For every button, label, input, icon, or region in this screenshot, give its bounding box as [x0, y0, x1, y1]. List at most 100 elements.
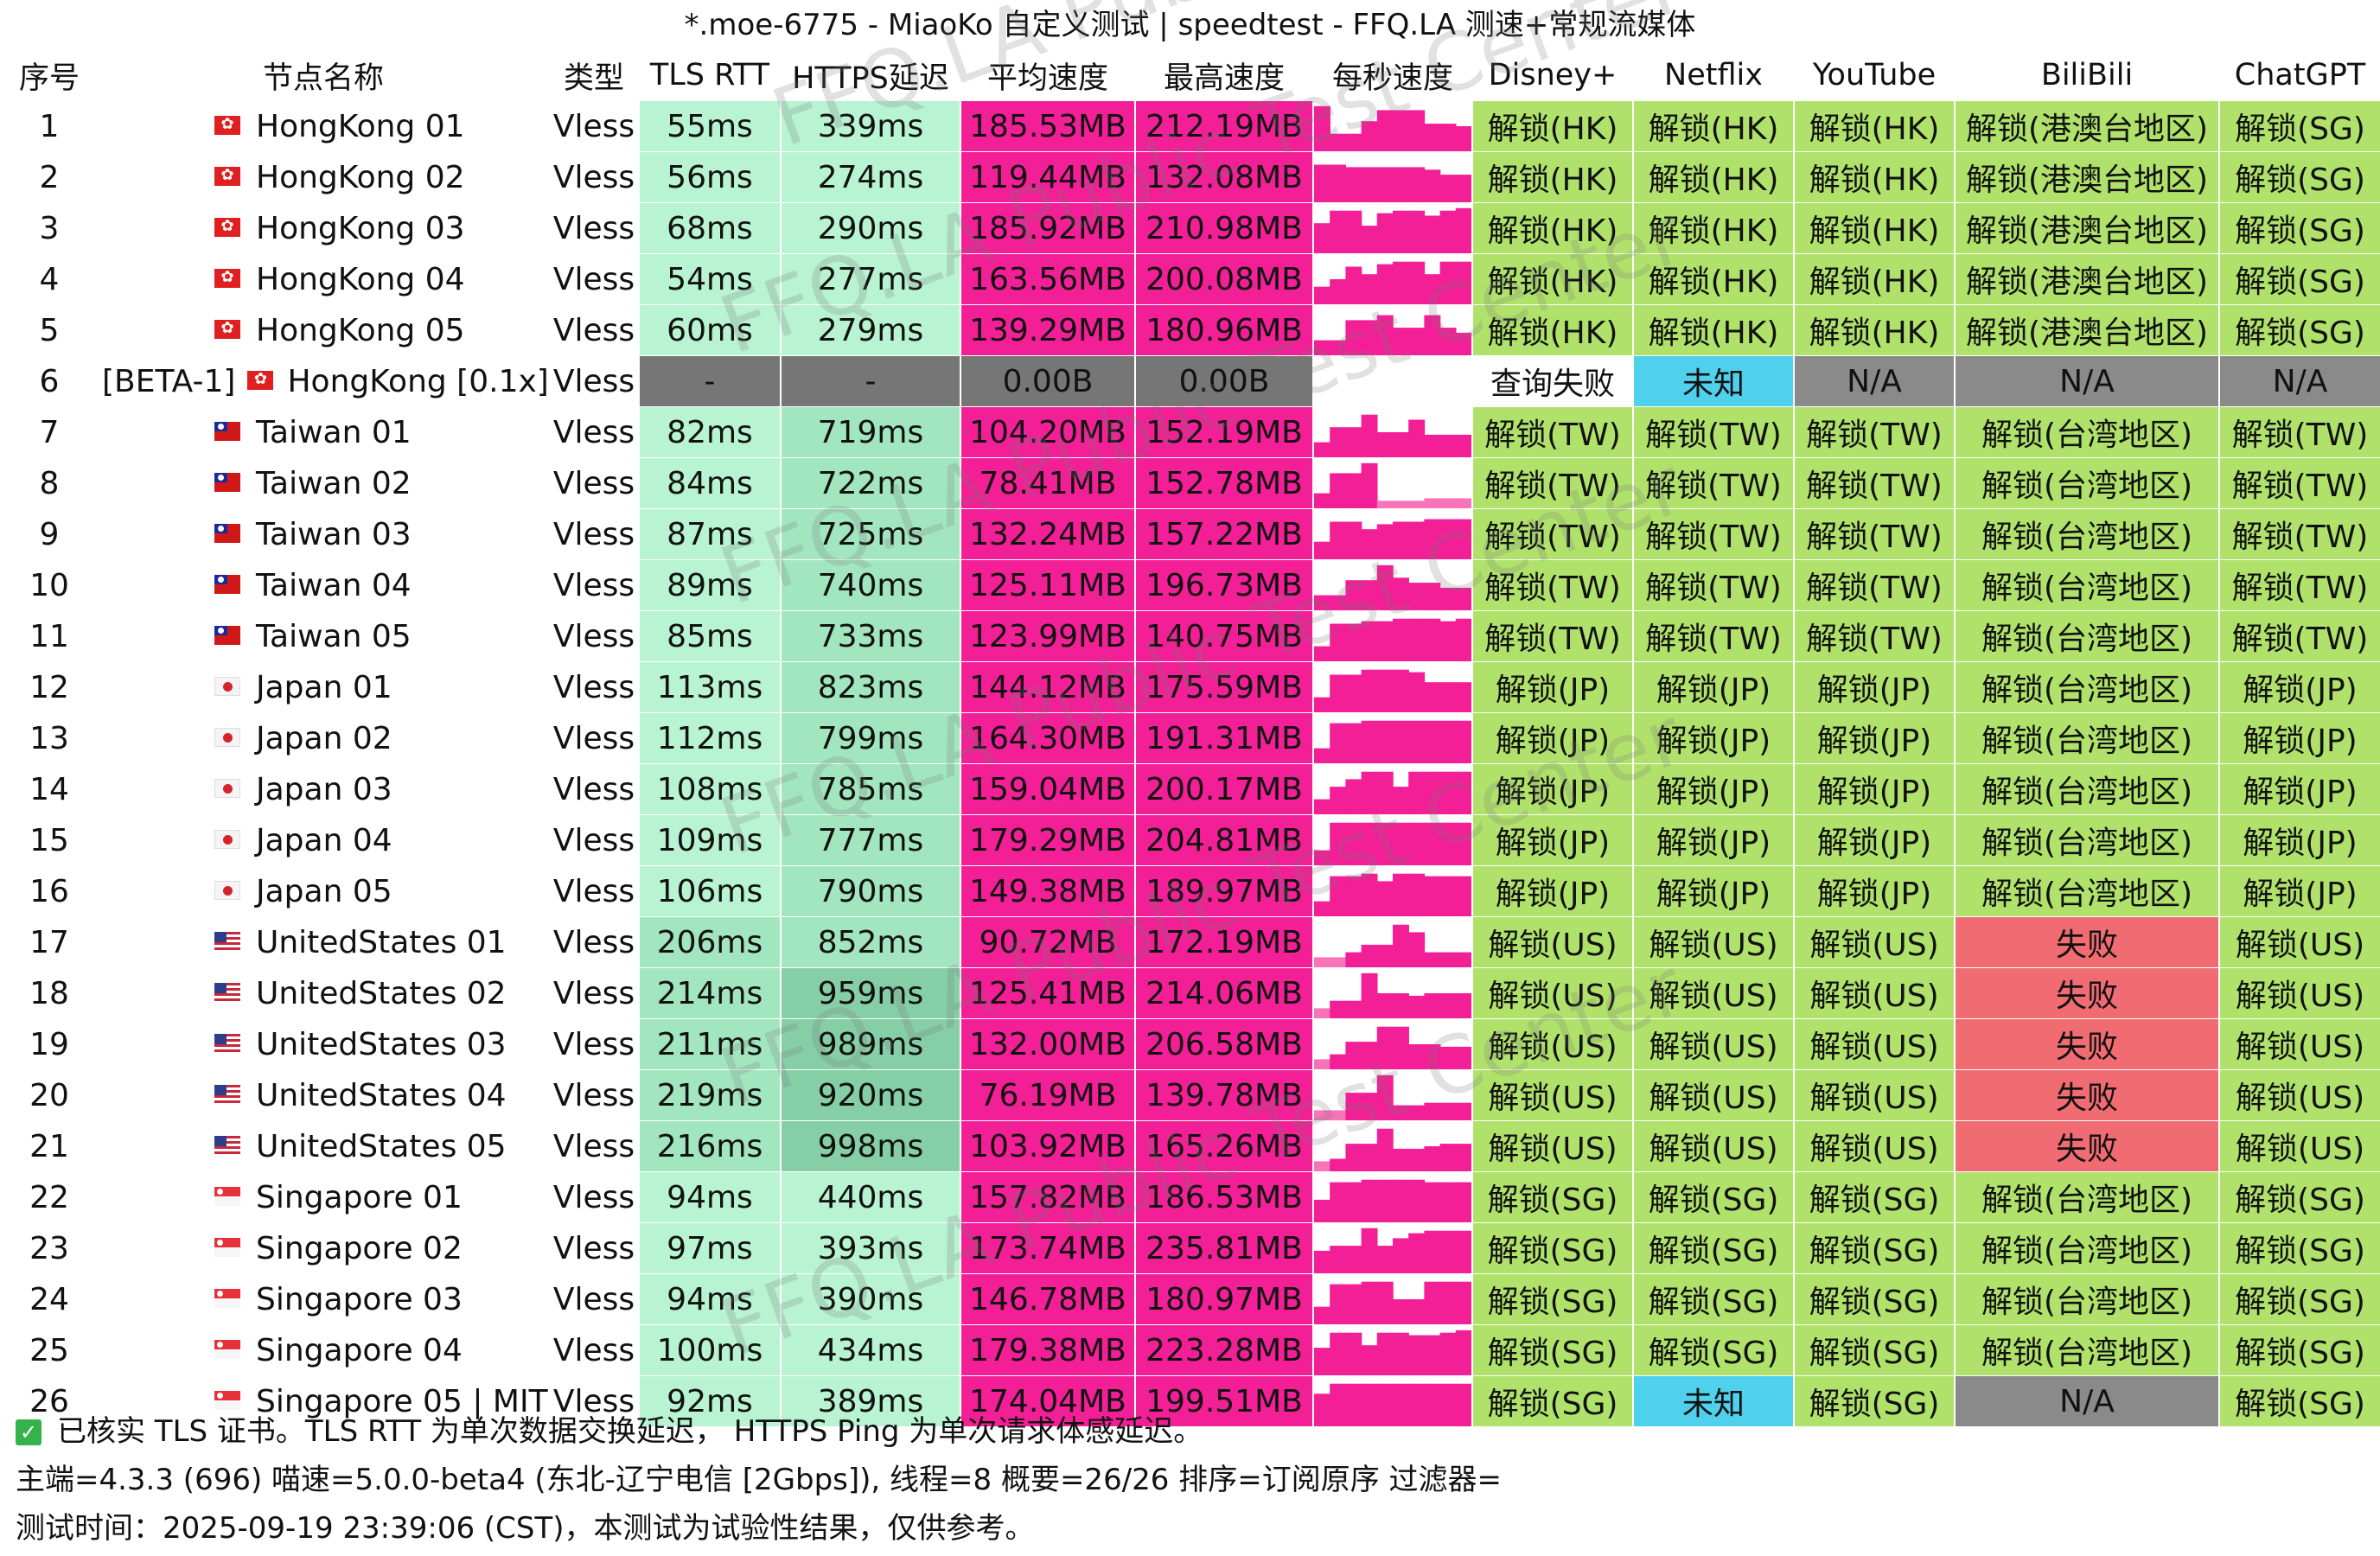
per-second-speed-sparkline — [1312, 304, 1473, 356]
row-index: 11 — [0, 610, 99, 662]
sparkline-bar — [1408, 822, 1426, 865]
disney-status: 解锁(TW) — [1471, 406, 1634, 458]
node-name: UnitedStates 01 — [256, 924, 507, 960]
sparkline-bar — [1424, 519, 1441, 559]
node-type: Vless — [548, 1375, 640, 1427]
per-second-speed-sparkline — [1312, 457, 1473, 509]
tls-rtt: 56ms — [638, 151, 782, 203]
sparkline-bar — [1345, 427, 1362, 457]
avg-speed: 139.29MB — [960, 304, 1136, 356]
sparkline-bar — [1393, 167, 1409, 202]
avg-speed: 185.92MB — [960, 202, 1136, 254]
tls-verified-note: ✓ 已核实 TLS 证书。TLS RTT 为单次数据交换延迟， HTTPS Pin… — [0, 1407, 2380, 1456]
table-row: 13 Japan 02 Vless 112ms 799ms 164.30MB 191.31M… — [0, 712, 2380, 764]
sparkline-bar — [1361, 944, 1378, 967]
table-row: 24 Singapore 03 Vless 94ms 390ms 146.78MB 180.… — [0, 1273, 2380, 1325]
sparkline-bar — [1330, 1054, 1347, 1069]
disney-status: 解锁(US) — [1471, 1120, 1634, 1172]
node-type: Vless — [548, 661, 640, 713]
sparkline-bar — [1376, 993, 1394, 1018]
tls-rtt: 94ms — [638, 1171, 782, 1223]
youtube-status: 解锁(US) — [1793, 1018, 1956, 1070]
row-index: 3 — [0, 202, 99, 254]
youtube-status: 解锁(TW) — [1793, 610, 1956, 662]
sparkline-bar — [1376, 1075, 1394, 1120]
max-speed: 139.78MB — [1134, 1069, 1314, 1121]
sparkline-bar — [1376, 720, 1394, 763]
disney-status: 解锁(SG) — [1471, 1222, 1634, 1274]
bilibili-status: 解锁(台湾地区) — [1954, 406, 2220, 458]
row-index: 2 — [0, 151, 99, 203]
sparkline-bar — [1393, 1299, 1409, 1324]
node-type: Vless — [548, 202, 640, 254]
tls-rtt: 97ms — [638, 1222, 782, 1274]
row-index: 7 — [0, 406, 99, 458]
sparkline-chart — [1315, 618, 1471, 661]
test-config-line: 主端=4.3.3 (696) 喵速=5.0.0-beta4 (东北-辽宁电信 [… — [16, 1463, 1503, 1497]
chatgpt-status: 解锁(JP) — [2218, 814, 2380, 866]
sparkline-bar — [1361, 226, 1378, 253]
chatgpt-status: 解锁(SG) — [2218, 202, 2380, 254]
youtube-status: 解锁(US) — [1793, 916, 1956, 968]
node-name-cell: Japan 04 — [97, 814, 550, 866]
sparkline-bar — [1408, 672, 1426, 712]
sparkline-chart — [1315, 105, 1471, 151]
node-name: HongKong 04 — [256, 261, 465, 297]
sparkline-bar — [1330, 210, 1347, 253]
bilibili-status: N/A — [1954, 355, 2220, 407]
sparkline-bar — [1315, 105, 1330, 151]
sparkline-bar — [1376, 564, 1394, 610]
sparkline-chart — [1315, 519, 1471, 559]
youtube-status: 解锁(US) — [1793, 1120, 1956, 1172]
sparkline-bar — [1424, 215, 1441, 253]
sparkline-bar — [1345, 521, 1362, 559]
node-name: HongKong 05 — [256, 312, 465, 348]
sparkline-bar — [1455, 1182, 1471, 1222]
sparkline-bar — [1345, 473, 1362, 508]
row-index: 16 — [0, 865, 99, 917]
per-second-speed-sparkline — [1312, 814, 1473, 866]
https-latency: 434ms — [780, 1324, 961, 1376]
node-name: HongKong 03 — [256, 210, 465, 246]
sparkline-bar — [1376, 264, 1394, 304]
sparkline-bar — [1424, 1281, 1441, 1324]
sg-flag-icon — [214, 1288, 240, 1308]
per-second-speed-sparkline — [1312, 712, 1473, 764]
bilibili-status: 解锁(台湾地区) — [1954, 508, 2220, 560]
sparkline-bar — [1315, 1110, 1330, 1120]
netflix-status: 解锁(US) — [1632, 916, 1795, 968]
disney-status: 解锁(HK) — [1471, 100, 1634, 152]
bilibili-status: 失败 — [1954, 1120, 2220, 1172]
chatgpt-status: 解锁(TW) — [2218, 406, 2380, 458]
disney-status: 解锁(HK) — [1471, 151, 1634, 203]
sparkline-bar — [1455, 261, 1471, 304]
sparkline-bar — [1345, 623, 1362, 661]
sparkline-bar — [1330, 1284, 1347, 1324]
sparkline-bar — [1361, 621, 1378, 661]
avg-speed: 146.78MB — [960, 1273, 1136, 1325]
sg-flag-icon — [214, 1237, 240, 1257]
sparkline-bar — [1345, 1246, 1362, 1273]
per-second-speed-sparkline — [1312, 1069, 1473, 1121]
col-header-tls-rtt: TLS RTT — [649, 58, 770, 92]
sparkline-bar — [1361, 1228, 1378, 1273]
youtube-status: 解锁(TW) — [1793, 508, 1956, 560]
node-type: Vless — [548, 967, 640, 1019]
sparkline-bar — [1455, 720, 1471, 763]
youtube-status: 解锁(SG) — [1793, 1222, 1956, 1274]
sparkline-bar — [1439, 771, 1457, 814]
chatgpt-status: 解锁(SG) — [2218, 151, 2380, 203]
us-flag-icon — [214, 982, 240, 1002]
sparkline-bar — [1393, 1238, 1409, 1273]
col-header-youtube: YouTube — [1812, 58, 1937, 92]
max-speed: 175.59MB — [1134, 661, 1314, 713]
node-name: UnitedStates 05 — [256, 1128, 507, 1164]
sparkline-bar — [1408, 583, 1426, 610]
node-name: HongKong 01 — [256, 108, 465, 144]
sparkline-bar — [1376, 771, 1394, 814]
sparkline-bar — [1315, 1250, 1330, 1273]
disney-status: 解锁(US) — [1471, 1018, 1634, 1070]
sparkline-bar — [1361, 462, 1378, 508]
node-name: Japan 03 — [256, 771, 392, 807]
table-row: 16 Japan 05 Vless 106ms 790ms 149.38MB 189.97M… — [0, 865, 2380, 917]
